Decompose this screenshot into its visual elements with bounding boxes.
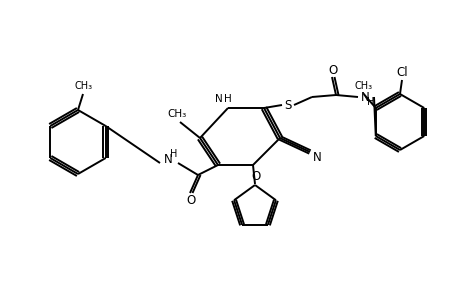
Text: N: N (312, 151, 321, 164)
Text: CH₃: CH₃ (167, 109, 186, 119)
Text: N: N (360, 91, 369, 103)
Text: N: N (215, 94, 223, 104)
Text: S: S (284, 98, 291, 112)
Text: H: H (367, 97, 374, 107)
Text: O: O (328, 64, 337, 76)
Text: Cl: Cl (395, 65, 407, 79)
Text: CH₃: CH₃ (75, 81, 93, 91)
Text: H: H (224, 94, 231, 104)
Text: H: H (170, 149, 177, 159)
Text: O: O (186, 194, 195, 208)
Text: CH₃: CH₃ (354, 81, 372, 91)
Text: O: O (251, 170, 260, 184)
Text: N: N (163, 152, 172, 166)
